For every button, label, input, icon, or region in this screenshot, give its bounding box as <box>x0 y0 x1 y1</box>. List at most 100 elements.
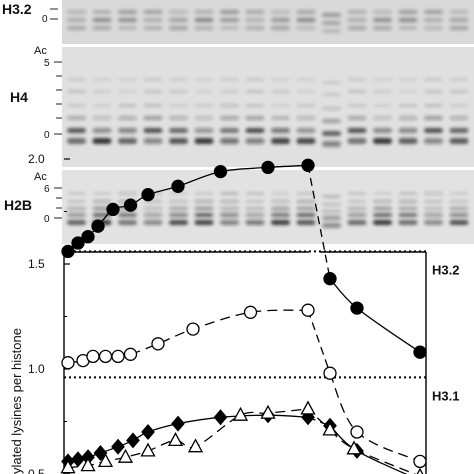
data-point-open-circle <box>323 366 337 380</box>
gel-panel-h4: Ac 5 0 H4 <box>10 45 474 167</box>
y-tick-label: 1.0 <box>28 362 45 376</box>
data-point-filled-diamond <box>93 445 108 461</box>
gel-lane <box>169 10 188 30</box>
gel-tick-marks <box>54 187 62 219</box>
data-point-open-triangle <box>97 453 114 468</box>
y-tick-label: 2.0 <box>28 152 45 166</box>
gel-lane <box>398 10 418 30</box>
gel-lane <box>169 78 188 144</box>
data-point-open-circle <box>151 337 165 351</box>
gel-lane <box>67 192 86 225</box>
data-point-filled-diamond <box>71 451 85 468</box>
gel-panel-h2b: Ac 6 0 H2B <box>4 170 474 244</box>
gel-lane <box>347 78 367 144</box>
data-point-open-triangle <box>260 404 276 419</box>
data-point-open-circle <box>111 349 125 364</box>
data-point-open-triangle <box>60 459 76 474</box>
gel-lane <box>194 78 214 144</box>
gel-lane <box>220 10 239 30</box>
data-point-filled-circle <box>61 244 75 259</box>
gel-lane <box>449 10 469 30</box>
data-point-filled-circle <box>91 219 105 233</box>
gel-bands <box>67 10 469 33</box>
gel-lane <box>67 10 86 30</box>
data-point-open-circle <box>186 322 200 336</box>
data-point-filled-diamond <box>126 432 140 449</box>
data-point-filled-diamond <box>111 438 125 455</box>
chart: 2.0 1.5 1.0 0.5 H3.2 H3.1 ylated lysines per… <box>9 152 459 474</box>
series-line <box>329 278 421 353</box>
data-point-open-triangle <box>322 421 338 436</box>
data-point-filled-diamond <box>141 424 155 440</box>
data-point-open-triangle <box>167 432 184 447</box>
data-point-open-circle <box>61 356 75 370</box>
gel-tick-0: 0 <box>44 130 50 141</box>
gel-lane <box>424 78 443 144</box>
y-tick-label: 0.5 <box>28 467 45 474</box>
data-point-open-triangle <box>300 400 316 415</box>
gel-lane <box>143 10 163 30</box>
data-point-filled-circle <box>323 272 337 286</box>
gel-lane <box>194 192 214 225</box>
data-point-open-circle <box>243 305 258 319</box>
gel-lane <box>296 78 316 144</box>
gel-lane <box>322 13 341 33</box>
gel-lane <box>271 10 290 30</box>
data-point-filled-circle <box>141 188 155 202</box>
gel-lane <box>194 10 214 30</box>
data-point-open-triangle <box>80 457 96 472</box>
gel-bands <box>67 192 469 228</box>
gel-lane <box>373 192 392 225</box>
gel-lane <box>347 10 367 30</box>
gel-lane <box>245 192 265 225</box>
gel-lane <box>449 78 469 144</box>
data-point-open-triangle <box>232 406 249 421</box>
gel-tick-6: 6 <box>44 184 50 195</box>
data-point-filled-circle <box>213 164 228 179</box>
gel-tick-marks <box>54 61 62 135</box>
gel-lane <box>398 192 418 225</box>
gel-label-h4: H4 <box>10 89 28 105</box>
gel-lane <box>220 78 239 144</box>
data-point-filled-diamond <box>171 415 185 432</box>
data-point-open-triangle <box>346 440 362 455</box>
gel-lane <box>296 192 316 225</box>
series-connector <box>307 165 331 279</box>
series-connector <box>307 309 331 374</box>
gel-lane <box>245 78 265 144</box>
reference-lines: H3.2 H3.1 <box>64 250 459 403</box>
data-point-filled-circle <box>350 301 364 315</box>
gel-lane <box>143 78 163 144</box>
gel-lane <box>118 78 137 144</box>
gel-label-h2b: H2B <box>4 197 32 213</box>
series-line <box>329 425 408 474</box>
y-axis-label: ylated lysines per histone <box>9 328 24 474</box>
gel-lane <box>296 10 316 30</box>
reference-line-label: H3.2 <box>432 262 459 277</box>
series-line <box>67 408 309 469</box>
y-ticks: 2.0 1.5 1.0 0.5 <box>28 152 70 474</box>
gel-tick-0: 0 <box>44 214 50 225</box>
gel-lane <box>271 78 290 144</box>
gel-lane <box>449 192 469 225</box>
gel-lane <box>347 192 367 225</box>
gel-tick-0: 0 <box>42 14 48 25</box>
data-point-open-circle <box>301 303 315 317</box>
gel-lane <box>118 10 137 30</box>
data-point-open-circle <box>413 454 427 469</box>
gel-ac-label: Ac <box>34 45 47 57</box>
data-point-filled-circle <box>106 202 120 217</box>
data-point-filled-circle <box>81 230 95 244</box>
data-point-open-triangle <box>416 467 424 474</box>
gel-lane <box>169 192 188 225</box>
gel-lane <box>373 10 392 30</box>
series-line <box>329 372 421 462</box>
gel-bands <box>67 78 469 147</box>
data-point-open-circle <box>98 349 113 364</box>
gel-lane <box>92 78 112 144</box>
data-point-open-triangle <box>140 442 156 457</box>
data-point-open-triangle <box>187 438 204 453</box>
gel-lane <box>322 195 341 228</box>
data-point-open-circle <box>86 349 100 364</box>
y-tick-label: 1.5 <box>28 257 45 271</box>
